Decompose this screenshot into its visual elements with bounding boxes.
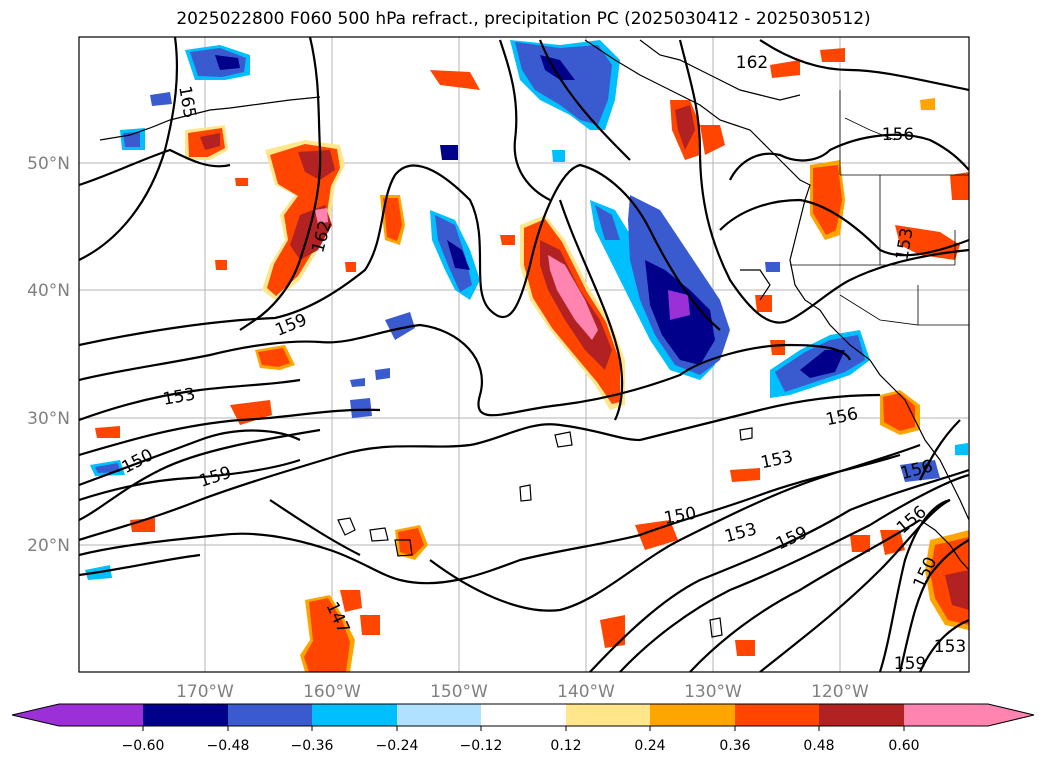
- colorbar-tick-label: 0.36: [719, 738, 750, 754]
- colorbar-segment: [228, 704, 313, 726]
- colorbar-segment: [312, 704, 397, 726]
- colorbar-segment: [481, 704, 566, 726]
- colorbar: −0.60 −0.48 −0.36 −0.24 −0.12 0.12 0.24 …: [11, 703, 1035, 754]
- negative-anomaly-regions: [85, 40, 968, 580]
- lon-label: 170°W: [176, 682, 234, 702]
- lon-label: 120°W: [811, 682, 869, 702]
- colorbar-extend-high: [904, 704, 1034, 726]
- lon-label: 150°W: [430, 682, 488, 702]
- contour-label: 162: [736, 53, 768, 73]
- political-borders: [790, 90, 969, 326]
- colorbar-segment: [650, 704, 735, 726]
- latitude-labels: 50°N 40°N 30°N 20°N: [27, 154, 70, 556]
- lon-label: 130°W: [684, 682, 742, 702]
- lon-label: 160°W: [303, 682, 361, 702]
- colorbar-tick-label: 0.48: [803, 738, 834, 754]
- lat-label: 40°N: [27, 281, 70, 301]
- colorbar-segment: [735, 704, 820, 726]
- map-frame: [78, 36, 970, 673]
- contour-label: 159: [894, 654, 926, 674]
- colorbar-tick-label: 0.12: [550, 738, 581, 754]
- coastlines: [99, 39, 969, 638]
- lat-label: 50°N: [27, 154, 70, 174]
- lon-label: 140°W: [557, 682, 615, 702]
- map-plot-area: 162 165 156 153 162 159 153 150 159 156 …: [79, 37, 969, 674]
- colorbar-tick-label: −0.60: [122, 738, 165, 754]
- longitude-labels: 170°W 160°W 150°W 140°W 130°W 120°W: [176, 682, 869, 702]
- colorbar-tick-label: 0.24: [634, 738, 665, 754]
- colorbar-extend-low: [12, 704, 143, 726]
- refractivity-contours: [79, 37, 969, 672]
- colorbar-segment: [143, 704, 228, 726]
- colorbar-tick-label: −0.24: [376, 738, 419, 754]
- colorbar-segment: [566, 704, 651, 726]
- lat-label: 30°N: [27, 409, 70, 429]
- colorbar-tick-label: −0.36: [291, 738, 334, 754]
- lat-label: 20°N: [27, 536, 70, 556]
- colorbar-segment: [819, 704, 904, 726]
- contour-label: 156: [882, 125, 914, 145]
- colorbar-tick-label: 0.60: [888, 738, 919, 754]
- colorbar-segment: [397, 704, 482, 726]
- contour-label: 153: [934, 637, 966, 657]
- colorbar-tick-label: −0.48: [207, 738, 250, 754]
- colorbar-outline: [11, 703, 1035, 727]
- colorbar-tick-label: −0.12: [460, 738, 503, 754]
- positive-anomaly-regions: [95, 48, 969, 672]
- chart-title: 2025022800 F060 500 hPa refract., precip…: [176, 9, 871, 29]
